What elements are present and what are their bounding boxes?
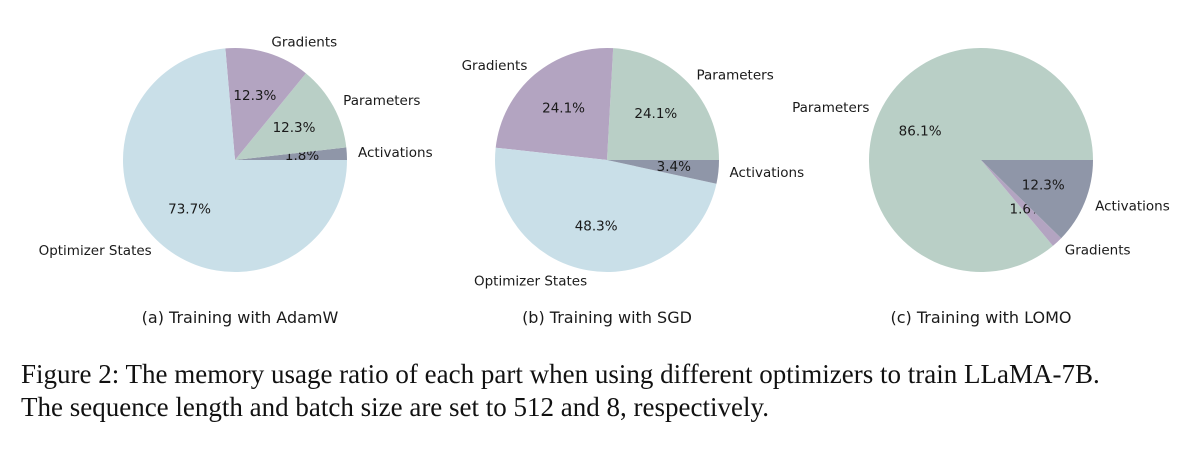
pie-slice-gradients bbox=[225, 48, 306, 160]
pie-chart-1: 1.8% Activations12.3%Parameters12.3%Gradi… bbox=[39, 34, 433, 327]
pie-percent-label: 24.1% bbox=[542, 101, 585, 117]
pie-chart-title: (c) Training with LOMO bbox=[891, 308, 1072, 327]
pie-category-label: Gradients bbox=[462, 58, 528, 74]
pie-slice-parameters bbox=[607, 48, 719, 160]
pie-category-label: Parameters bbox=[792, 100, 869, 116]
pie-slice-optimizer-states bbox=[495, 147, 717, 272]
figure-caption: Figure 2: The memory usage ratio of each… bbox=[21, 358, 1191, 424]
pie-percent-label: 12.3% bbox=[233, 88, 276, 104]
pie-category-label: Gradients bbox=[1065, 242, 1131, 258]
caption-line-2: The sequence length and batch size are s… bbox=[21, 392, 769, 422]
pie-slice-activations bbox=[235, 147, 348, 160]
caption-line-1: Figure 2: The memory usage ratio of each… bbox=[21, 359, 1100, 389]
pie-slice-parameters bbox=[869, 48, 1093, 273]
pie-category-label: Optimizer States bbox=[474, 274, 587, 290]
pie-slice-parameters bbox=[235, 73, 347, 160]
pie-category-label: Parameters bbox=[343, 93, 420, 109]
pie-slice-optimizer-states bbox=[122, 48, 347, 273]
pie-charts-panel: 1.8% Activations12.3%Parameters12.3%Gradi… bbox=[39, 34, 1170, 327]
pie-percent-label: 24.1% bbox=[634, 106, 677, 122]
pie-category-label: Optimizer States bbox=[39, 243, 152, 259]
pie-category-label: Activations bbox=[730, 165, 805, 181]
pie-category-label: Activations bbox=[1095, 198, 1170, 214]
pie-chart-3: 86.1%Parameters1.6%Gradients12.3%Activat… bbox=[792, 48, 1170, 327]
pie-chart-title: (b) Training with SGD bbox=[522, 308, 692, 327]
pie-chart-2: 24.1% Parameters 24.1% Gradients 48.3% Optimi… bbox=[462, 48, 805, 327]
pie-slice-gradients bbox=[495, 48, 614, 160]
pie-percent-label: 3.4% bbox=[657, 159, 691, 175]
pie-slice-activations bbox=[981, 160, 1093, 239]
pie-category-label: Gradients bbox=[271, 34, 337, 50]
pie-category-label: Parameters bbox=[696, 67, 773, 83]
pie-percent-label: 73.7% bbox=[168, 202, 211, 218]
pie-percent-label: 12.3% bbox=[1022, 177, 1065, 193]
pie-category-label: Activations bbox=[358, 145, 433, 161]
pie-chart-title: (a) Training with AdamW bbox=[142, 308, 339, 327]
pie-percent-label: 12.3% bbox=[273, 120, 316, 136]
pie-slice-activations bbox=[607, 160, 720, 184]
pie-slice-gradients bbox=[981, 160, 1062, 246]
pie-percent-label: 86.1% bbox=[899, 124, 942, 140]
pie-percent-label: 48.3% bbox=[575, 218, 618, 234]
